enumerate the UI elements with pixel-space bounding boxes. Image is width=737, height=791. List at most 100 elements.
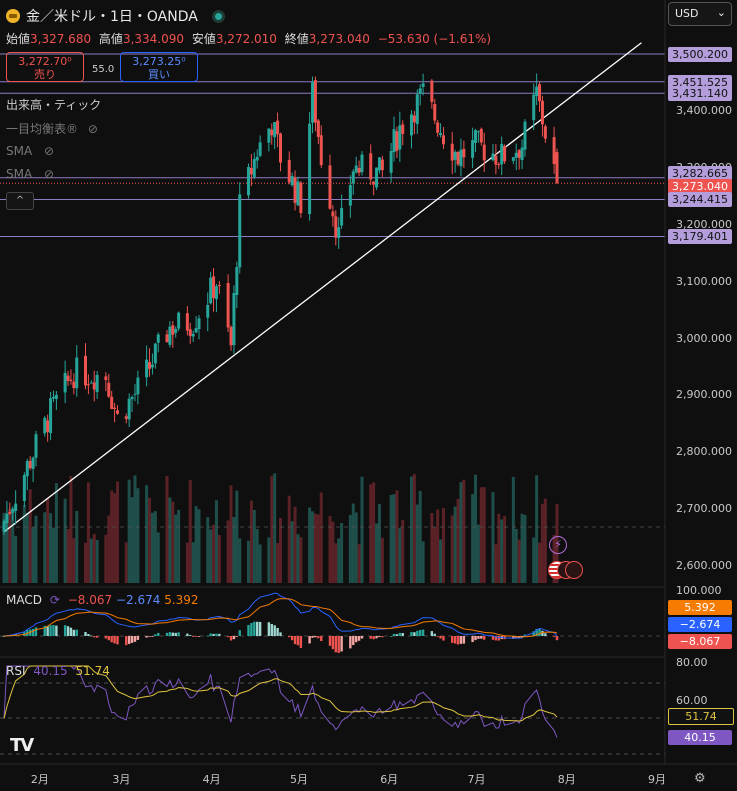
candle-body (25, 461, 29, 477)
macd-histogram-bar (381, 636, 384, 638)
candle-body (351, 171, 355, 184)
candle-body (430, 80, 434, 103)
currency-select[interactable]: USD ⌄ (668, 2, 732, 26)
macd-histogram-bar (116, 636, 119, 645)
macd-histogram-bar (299, 636, 303, 648)
rsi-legend[interactable]: RSI 40.15 51.74 (6, 664, 110, 678)
macd-histogram-bar (491, 636, 495, 640)
volume-bar (503, 516, 507, 583)
collapse-legend-button[interactable]: ^ (6, 192, 34, 210)
macd-histogram-bar (352, 636, 355, 646)
macd-histogram-bar (238, 630, 241, 636)
candle-body (49, 398, 53, 434)
macd-histogram-bar (520, 636, 524, 637)
volume-bar (267, 537, 271, 583)
macd-histogram-bar (253, 621, 256, 636)
macd-histogram-bar (535, 628, 538, 636)
macd-histogram-bar (250, 623, 253, 636)
eye-hidden-icon[interactable]: ⊘ (87, 122, 98, 136)
sell-button[interactable]: 3,272.70⁰ 売り (6, 52, 84, 82)
volume-bar (31, 527, 35, 583)
volume-bars (2, 473, 559, 583)
candle-body (520, 147, 524, 161)
candle-body (14, 503, 18, 512)
macd-histogram-bar (171, 632, 175, 636)
macd-histogram-bar (34, 627, 38, 636)
volume-bar (514, 529, 518, 583)
buy-button[interactable]: 3,273.25⁰ 買い (120, 52, 198, 82)
sma-legend-1[interactable]: SMA ⊘ (6, 144, 54, 158)
volume-bar (212, 524, 216, 583)
macd-histogram-bar (395, 634, 399, 636)
volume-bar (308, 507, 312, 583)
candle-body (296, 181, 300, 206)
volume-bar (252, 509, 256, 583)
price-tick-label: 2,600.000 (676, 559, 732, 572)
price-level-label: 3,451.525 (668, 74, 732, 90)
sma-legend-2[interactable]: SMA ⊘ (6, 167, 54, 181)
macd-histogram-bar (462, 636, 466, 644)
candle-body (348, 185, 352, 206)
macd-histogram-bar (544, 633, 547, 636)
trend-line[interactable] (3, 42, 642, 533)
candle-body (441, 135, 445, 145)
volume-bar (453, 506, 457, 583)
volume-bar (354, 512, 358, 583)
candle-body (197, 318, 201, 330)
volume-bar (28, 489, 32, 583)
candle-body (377, 157, 381, 171)
eye-hidden-icon[interactable]: ⊘ (44, 144, 55, 158)
close-label: 終値 (284, 32, 309, 46)
macd-histogram-bar (43, 625, 46, 636)
candle-body (110, 396, 114, 410)
candle-body (456, 152, 460, 165)
settings-gear-icon[interactable]: ⚙ (694, 771, 706, 786)
lightning-event-icon[interactable]: ⚡ (549, 536, 567, 554)
ichimoku-legend[interactable]: 一目均衡表® ⊘ (6, 120, 98, 137)
macd-label: MACD (6, 593, 42, 607)
volume-bar (348, 514, 352, 583)
macd-histogram-bar (276, 627, 279, 636)
volume-bar (337, 538, 341, 583)
symbol-title[interactable]: 金／米ドル・1日・OANDA (6, 6, 225, 26)
candle-body (433, 104, 437, 121)
candle-body (2, 520, 6, 532)
candle-body (503, 146, 507, 162)
macd-histogram-bar (267, 622, 271, 636)
volume-bar (8, 508, 12, 583)
candle-body (127, 398, 131, 420)
volume-bar (107, 515, 111, 583)
macd-histogram-bar (206, 635, 209, 637)
macd-histogram-bar (191, 636, 195, 637)
price-tick-label: 3,100.000 (676, 274, 732, 288)
candle-body (214, 286, 218, 300)
macd-axis-tick: 100.000 (676, 584, 722, 597)
refresh-icon[interactable]: ⟳ (49, 593, 60, 607)
macd-legend[interactable]: MACD ⟳ −8.067 −2.674 5.392 (6, 593, 199, 607)
volume-bar (174, 514, 178, 583)
candle-body (89, 382, 93, 384)
macd-histogram-bar (174, 632, 177, 636)
volume-bar (191, 542, 195, 583)
eye-hidden-icon[interactable]: ⊘ (44, 167, 55, 181)
price-tick-label: 3,000.000 (676, 331, 732, 345)
volume-bar (255, 529, 259, 583)
horizontal-levels[interactable] (0, 53, 665, 237)
candle-body (319, 135, 323, 166)
volume-legend[interactable]: 出来高・ティック (6, 96, 101, 113)
macd-histogram-bar (456, 636, 460, 645)
volume-bar (491, 492, 495, 583)
event-badge-stack[interactable] (565, 561, 583, 579)
candle-body (511, 157, 515, 161)
volume-bar (217, 535, 221, 583)
volume-bar (471, 494, 475, 583)
volume-bar (520, 513, 524, 583)
macd-histogram-bar (480, 636, 483, 639)
candle-body (494, 155, 498, 165)
candle-body (500, 143, 504, 165)
macd-histogram-bar (436, 636, 439, 637)
macd-histogram-bar (430, 631, 434, 636)
volume-bar (279, 518, 282, 583)
macd-histogram-bar (52, 625, 55, 636)
